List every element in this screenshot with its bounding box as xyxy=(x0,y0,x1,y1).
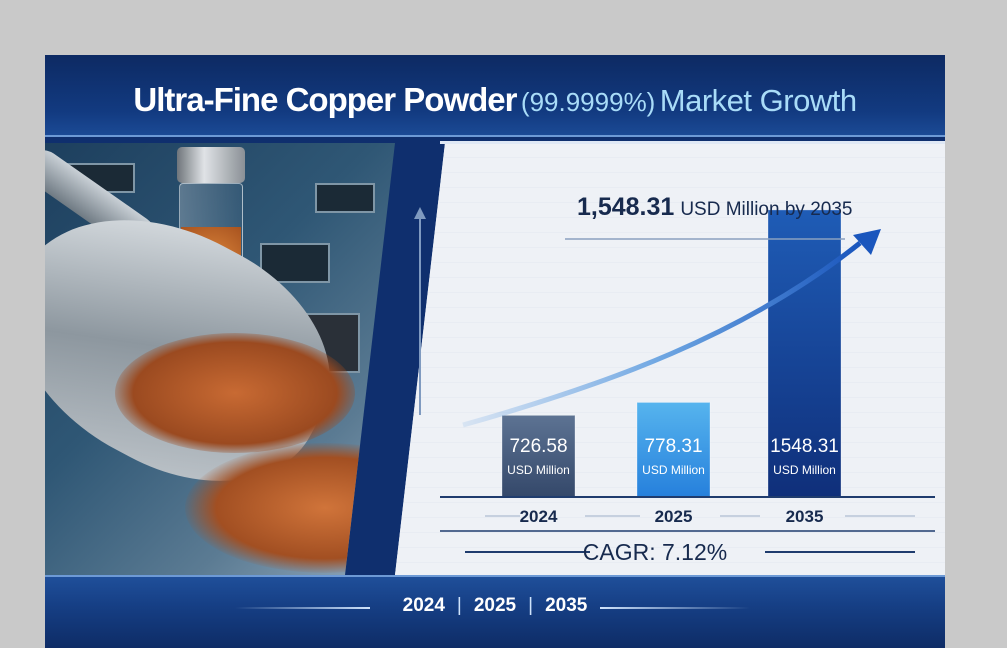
trend-arrow xyxy=(462,241,862,428)
unit-label: USD Million xyxy=(642,463,705,477)
data-label: 778.31 xyxy=(644,436,702,457)
footer-year: 2025 xyxy=(473,595,517,616)
title-purity: (99.9999%) xyxy=(520,87,656,117)
footer-year: 2035 xyxy=(545,595,588,616)
chart-panel xyxy=(395,143,945,575)
bar-chart: 726.58 USD Million 2024 778.31 USD Million 20… xyxy=(414,193,935,565)
title-banner: Ultra-Fine Copper Powder (99.9999%) Mark… xyxy=(45,55,945,137)
footer-banner: 2024 | 2025 | 2035 xyxy=(45,575,945,648)
headline-text: USD Million by 2035 xyxy=(680,199,852,220)
x-tick-label: 2035 xyxy=(786,507,824,526)
headline: 1,548.31 USD Million by 2035 xyxy=(577,193,852,221)
cagr-label: CAGR: 7.12% xyxy=(583,539,727,565)
x-tick-label: 2024 xyxy=(520,507,558,526)
data-label: 1548.31 xyxy=(770,436,839,457)
y-axis-arrow-icon xyxy=(414,207,426,219)
infographic: Ultra-Fine Copper Powder (99.9999%) Mark… xyxy=(45,55,945,648)
trend-arrowhead-icon xyxy=(853,229,881,255)
footer-years: 2024 | 2025 | 2035 xyxy=(402,595,588,616)
title-suffix: Market Growth xyxy=(659,83,857,118)
headline-value: 1,548.31 xyxy=(577,193,674,221)
copper-pile xyxy=(115,333,355,453)
x-tick-label: 2025 xyxy=(655,507,693,526)
bar-2035 xyxy=(767,209,842,498)
unit-label: USD Million xyxy=(507,463,570,477)
footer-year: 2024 xyxy=(402,595,445,616)
title-main: Ultra-Fine Copper Powder xyxy=(133,81,517,118)
unit-label: USD Million xyxy=(773,463,836,477)
bar-2025 xyxy=(636,401,711,498)
data-label: 726.58 xyxy=(509,436,567,457)
copper-powder-photo xyxy=(45,143,395,575)
